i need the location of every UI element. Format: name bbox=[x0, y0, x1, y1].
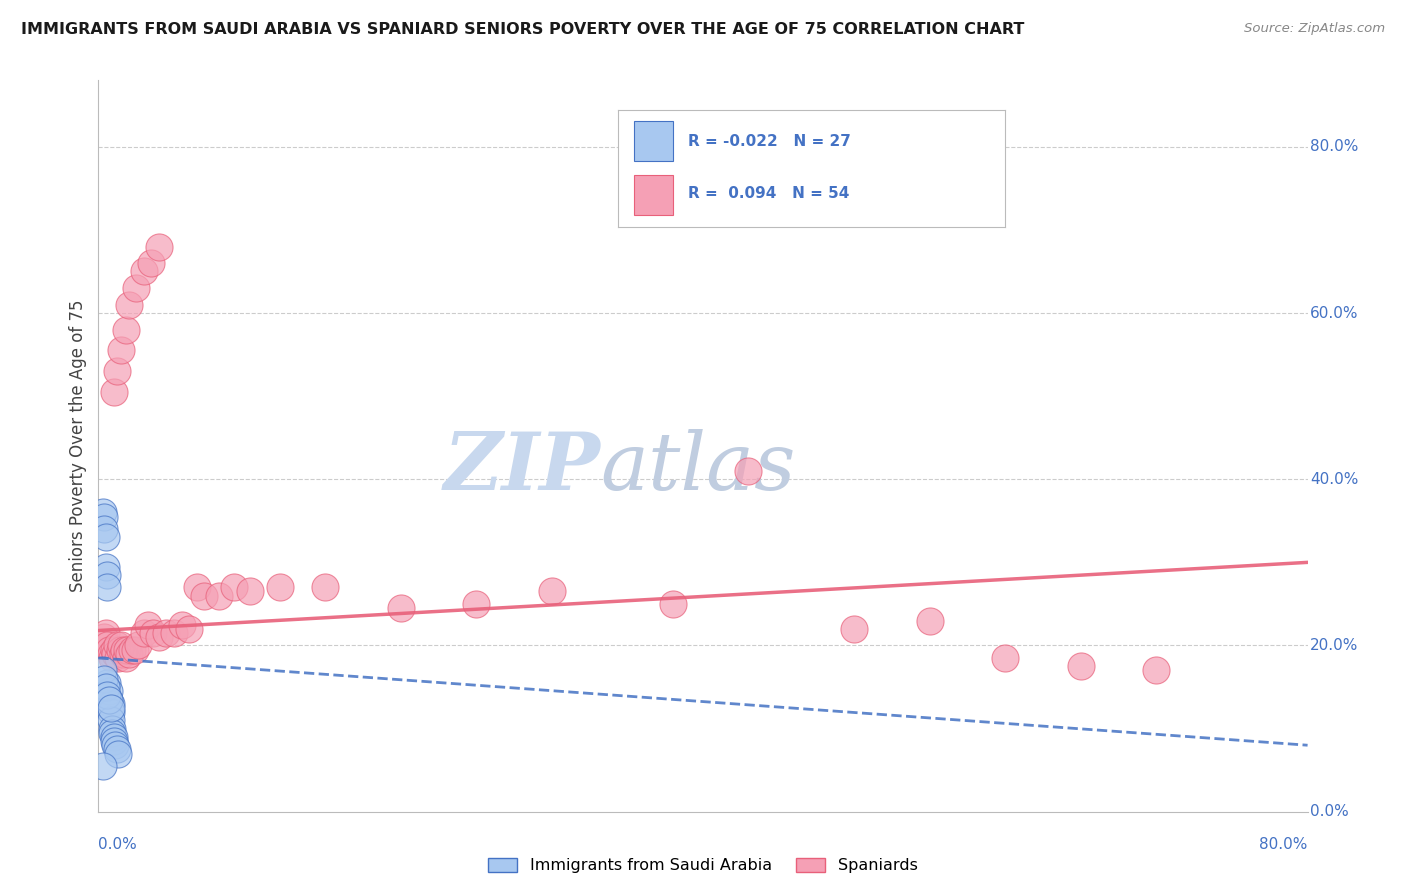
Legend: Immigrants from Saudi Arabia, Spaniards: Immigrants from Saudi Arabia, Spaniards bbox=[482, 851, 924, 880]
Text: IMMIGRANTS FROM SAUDI ARABIA VS SPANIARD SENIORS POVERTY OVER THE AGE OF 75 CORR: IMMIGRANTS FROM SAUDI ARABIA VS SPANIARD… bbox=[21, 22, 1025, 37]
Point bbox=[110, 343, 132, 358]
Point bbox=[100, 714, 122, 728]
Point bbox=[115, 642, 138, 657]
Point bbox=[91, 506, 114, 520]
Point bbox=[540, 584, 562, 599]
Point bbox=[193, 589, 215, 603]
Point bbox=[100, 705, 122, 719]
Point bbox=[101, 651, 124, 665]
Point bbox=[100, 697, 122, 711]
Point bbox=[96, 676, 118, 690]
Point bbox=[104, 738, 127, 752]
Point bbox=[239, 584, 262, 599]
Point bbox=[994, 651, 1017, 665]
Point bbox=[112, 642, 135, 657]
Point bbox=[96, 689, 118, 703]
Point bbox=[96, 639, 118, 653]
Text: 80.0%: 80.0% bbox=[1310, 139, 1358, 154]
Point bbox=[98, 692, 121, 706]
Point bbox=[118, 298, 141, 312]
Point bbox=[94, 680, 117, 694]
Point bbox=[96, 580, 118, 594]
Point bbox=[186, 580, 208, 594]
Point bbox=[101, 725, 124, 739]
Point bbox=[155, 626, 177, 640]
Point bbox=[224, 580, 246, 594]
Point bbox=[107, 747, 129, 761]
Text: 60.0%: 60.0% bbox=[1310, 306, 1358, 320]
Point bbox=[93, 522, 115, 536]
Point bbox=[111, 647, 134, 661]
Point bbox=[844, 622, 866, 636]
Point bbox=[124, 642, 146, 657]
Text: Source: ZipAtlas.com: Source: ZipAtlas.com bbox=[1244, 22, 1385, 36]
Point bbox=[100, 701, 122, 715]
Point bbox=[107, 651, 129, 665]
Point bbox=[142, 626, 165, 640]
Point bbox=[98, 692, 121, 706]
Point bbox=[269, 580, 291, 594]
Point bbox=[94, 626, 117, 640]
Point bbox=[132, 626, 155, 640]
Point bbox=[389, 601, 412, 615]
Point bbox=[93, 672, 115, 686]
Point bbox=[94, 530, 117, 544]
Point bbox=[1144, 664, 1167, 678]
Point bbox=[125, 281, 148, 295]
Point bbox=[110, 639, 132, 653]
Point bbox=[103, 730, 125, 744]
Point bbox=[141, 256, 163, 270]
Point bbox=[91, 664, 114, 678]
Text: 80.0%: 80.0% bbox=[1260, 838, 1308, 853]
Point bbox=[108, 642, 131, 657]
Point bbox=[136, 617, 159, 632]
Point bbox=[103, 734, 125, 748]
Y-axis label: Seniors Poverty Over the Age of 75: Seniors Poverty Over the Age of 75 bbox=[69, 300, 87, 592]
Text: 0.0%: 0.0% bbox=[1310, 805, 1348, 819]
Point bbox=[91, 759, 114, 773]
Text: 40.0%: 40.0% bbox=[1310, 472, 1358, 487]
Point bbox=[170, 617, 193, 632]
Point bbox=[132, 264, 155, 278]
Point bbox=[93, 509, 115, 524]
Point bbox=[114, 323, 136, 337]
Point bbox=[918, 614, 941, 628]
Point bbox=[177, 622, 201, 636]
Point bbox=[98, 642, 121, 657]
Point bbox=[103, 642, 125, 657]
Point bbox=[127, 639, 149, 653]
Point bbox=[105, 742, 128, 756]
Point bbox=[148, 630, 170, 644]
Point bbox=[163, 626, 186, 640]
Point bbox=[101, 722, 124, 736]
Point bbox=[465, 597, 488, 611]
Text: 20.0%: 20.0% bbox=[1310, 638, 1358, 653]
Point bbox=[114, 651, 136, 665]
Point bbox=[314, 580, 336, 594]
Point bbox=[208, 589, 231, 603]
Text: 0.0%: 0.0% bbox=[98, 838, 138, 853]
Point bbox=[105, 639, 128, 653]
Point bbox=[118, 647, 141, 661]
Point bbox=[121, 642, 143, 657]
Text: ZIP: ZIP bbox=[443, 429, 600, 507]
Point bbox=[94, 559, 117, 574]
Point bbox=[100, 647, 122, 661]
Point bbox=[104, 647, 127, 661]
Point bbox=[148, 239, 170, 253]
Point bbox=[96, 567, 118, 582]
Point bbox=[661, 597, 683, 611]
Point bbox=[105, 364, 128, 378]
Point bbox=[93, 630, 115, 644]
Point bbox=[103, 384, 125, 399]
Text: atlas: atlas bbox=[600, 429, 796, 507]
Point bbox=[737, 464, 759, 478]
Point bbox=[1070, 659, 1092, 673]
Point bbox=[98, 684, 121, 698]
